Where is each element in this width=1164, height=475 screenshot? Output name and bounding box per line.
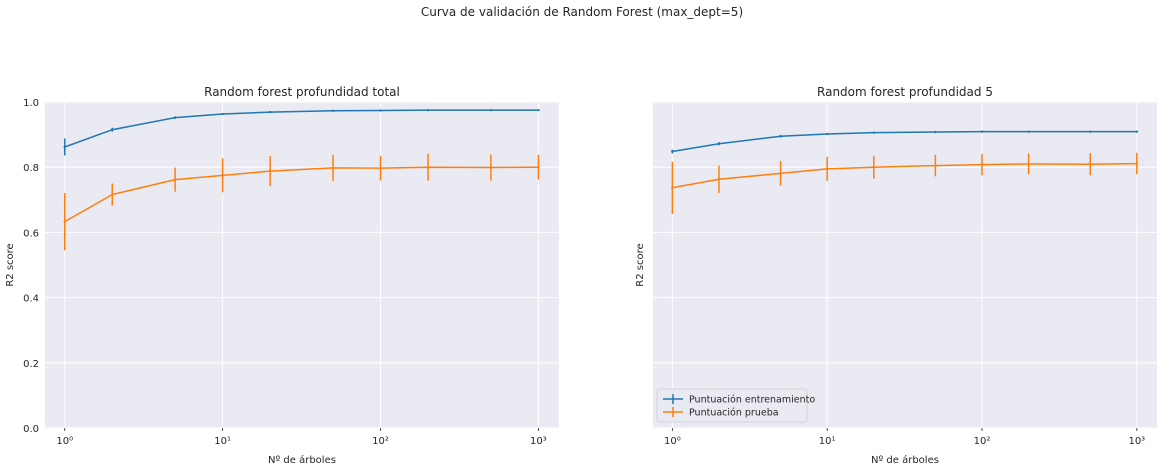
data-point [426, 108, 430, 112]
data-point [934, 130, 937, 134]
data-point [63, 145, 66, 149]
chart-panel-1: 10⁰ 10¹ 10² 10³ 0.0 0.2 0.4 0.6 0.8 1.0 Random for… [5, 85, 559, 466]
data-point [1089, 130, 1092, 133]
data-point [111, 128, 114, 131]
legend-box [656, 388, 808, 423]
data-point [537, 166, 540, 169]
data-point [1135, 162, 1139, 165]
x-tick-label: 10² [974, 436, 991, 447]
x-tick-label: 10⁰ [664, 436, 681, 447]
data-point [173, 178, 177, 181]
x-axis-label: Nº de árboles [871, 454, 939, 466]
data-point [717, 142, 721, 145]
data-point [872, 131, 875, 134]
legend-label: Puntuación prueba [689, 408, 779, 419]
data-point [489, 108, 493, 112]
data-point [268, 110, 272, 114]
chart-title: Random forest profundidad 5 [817, 85, 993, 99]
data-point [331, 109, 335, 113]
data-point [1027, 162, 1030, 166]
data-point [980, 130, 984, 133]
y-tick-label: 0.0 [23, 424, 39, 435]
data-point [111, 193, 114, 196]
data-point [268, 169, 272, 173]
data-point [934, 164, 937, 167]
figure-suptitle: Curva de validación de Random Forest (ma… [421, 5, 743, 19]
data-point [1135, 130, 1139, 133]
data-point [489, 166, 493, 169]
y-axis-label: R2 score [635, 243, 646, 286]
series-line [64, 109, 539, 148]
data-point [779, 172, 782, 175]
x-tick-label: 10⁰ [56, 436, 73, 447]
data-point [379, 166, 382, 170]
data-point [221, 174, 224, 177]
data-point [221, 112, 224, 116]
data-point [671, 150, 674, 153]
series-train [671, 130, 1139, 154]
data-point [537, 108, 540, 112]
legend: Puntuación entrenamiento Puntuación prueb… [656, 388, 815, 423]
data-point [980, 163, 984, 166]
data-point [779, 135, 782, 138]
data-point [173, 116, 177, 119]
data-point [1089, 163, 1092, 166]
x-tick-label: 10³ [1128, 436, 1145, 447]
plot-area [45, 102, 559, 428]
x-tick-label: 10³ [530, 436, 547, 447]
y-tick-label: 1.0 [23, 98, 39, 109]
y-tick-label: 0.6 [23, 228, 39, 239]
data-point [872, 166, 875, 169]
plot-area [653, 102, 1157, 428]
data-point [331, 166, 335, 170]
y-tick-label: 0.4 [23, 294, 39, 305]
series-train [63, 108, 540, 156]
data-point [426, 166, 430, 169]
x-tick-label: 10² [372, 436, 389, 447]
series-line [672, 130, 1137, 153]
legend-label: Puntuación entrenamiento [689, 395, 815, 406]
data-point [717, 178, 721, 181]
y-tick-label: 0.2 [23, 359, 39, 370]
series-line [64, 166, 539, 223]
data-point [825, 167, 829, 171]
x-tick-label: 10¹ [819, 436, 836, 447]
y-tick-label: 0.8 [23, 163, 39, 174]
series-test [63, 153, 540, 251]
x-tick-label: 10¹ [214, 436, 231, 447]
y-axis-label: R2 score [5, 243, 16, 286]
chart-title: Random forest profundidad total [204, 85, 400, 99]
chart-panel-2: 10⁰ 10¹ 10² 10³ Random forest profundidad 5 N… [635, 85, 1157, 466]
data-point [671, 186, 674, 189]
data-point [379, 109, 382, 112]
series-test [671, 152, 1139, 214]
data-point [63, 220, 66, 223]
data-point [1027, 130, 1030, 133]
series-line [672, 162, 1137, 189]
data-point [825, 132, 829, 136]
x-axis-label: Nº de árboles [268, 454, 336, 466]
